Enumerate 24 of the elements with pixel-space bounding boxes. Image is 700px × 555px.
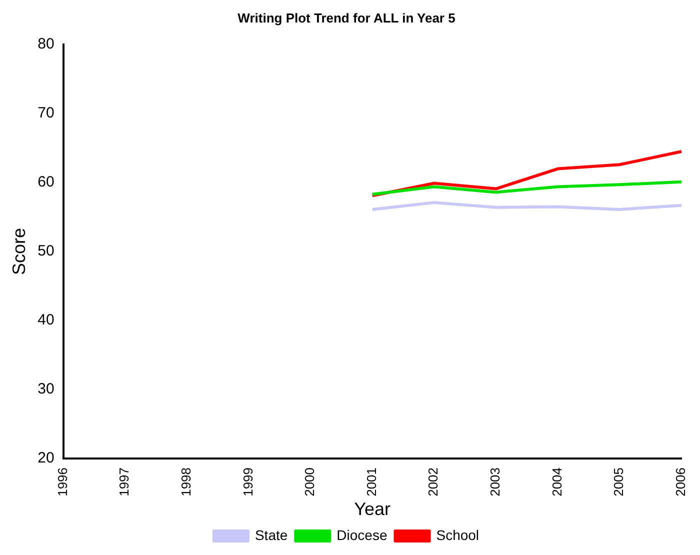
x-axis-title: Year [354, 499, 391, 520]
y-tick-label: 60 [38, 174, 54, 191]
x-tick-label: 1996 [54, 467, 70, 496]
x-tick-label: 1998 [178, 467, 194, 496]
y-tick-label: 30 [38, 380, 54, 398]
x-tick-label: 2002 [426, 467, 441, 496]
x-tick-label: 1997 [116, 467, 132, 496]
x-tick-label: 2004 [549, 467, 564, 496]
x-tick-label: 2005 [611, 467, 626, 496]
x-tick-label: 2001 [364, 467, 379, 496]
x-tick-label: 1999 [240, 467, 256, 496]
x-tick-label: 2003 [488, 467, 503, 496]
y-tick-label: 50 [38, 242, 54, 260]
y-tick-label: 40 [38, 312, 54, 329]
legend-label: State [254, 526, 288, 543]
y-tick-label: 20 [38, 450, 54, 467]
y-tick-label: 70 [38, 104, 54, 122]
legend-label: School [436, 526, 480, 543]
y-axis-title: Score [8, 228, 29, 276]
y-tick-label: 80 [38, 36, 54, 53]
legend-label: Diocese [336, 526, 388, 543]
x-tick-label: 2000 [302, 467, 318, 496]
x-tick-label: 2006 [672, 467, 688, 496]
chart-title: Writing Plot Trend for ALL in Year 5 [238, 10, 456, 26]
